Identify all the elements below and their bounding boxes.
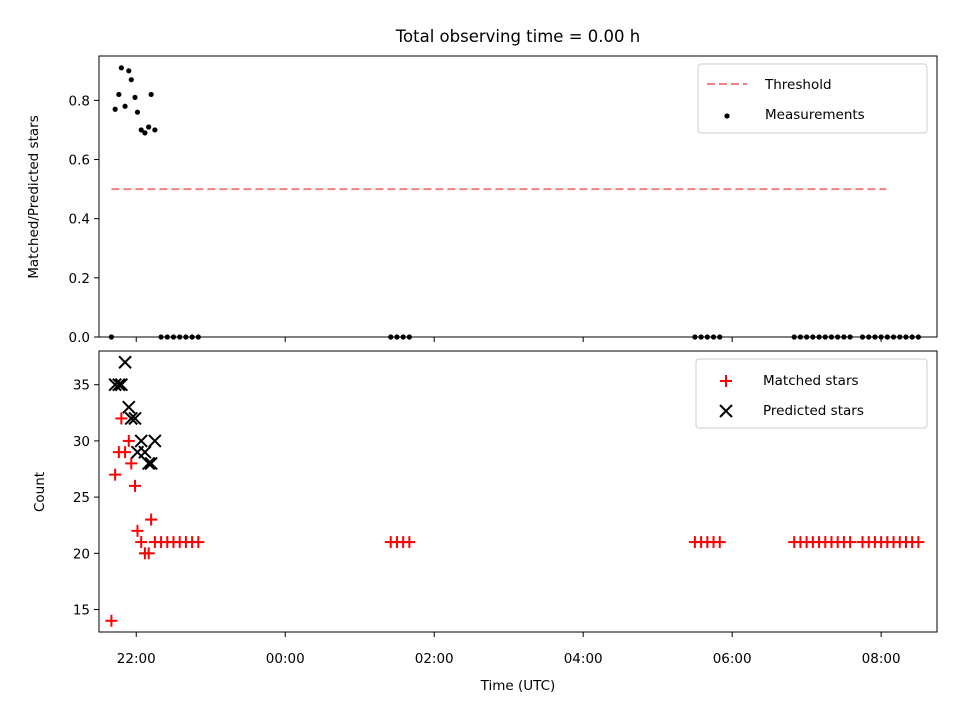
matched-point-8: [131, 524, 144, 537]
measurement-point-10: [142, 130, 148, 136]
legend-predicted-swatch: [719, 404, 733, 418]
top-legend: Threshold Measurements: [697, 63, 928, 134]
predicted-point-10: [141, 456, 156, 471]
predicted-point-8: [134, 434, 148, 448]
matched-point-20: [192, 536, 205, 549]
matched-point-29: [713, 536, 726, 549]
bottom-legend: Matched stars Predicted stars: [695, 358, 928, 429]
legend-matched-label: Matched stars: [763, 373, 859, 389]
bottom-y-axis-label: Count: [32, 472, 48, 512]
x-tick-label-3: 04:00: [564, 651, 603, 667]
x-tick-label-2: 02:00: [415, 651, 454, 667]
top-y-axis-label: Matched/Predicted stars: [26, 115, 42, 278]
predicted-point-2: [114, 378, 129, 392]
legend-matched-swatch: [720, 375, 732, 387]
x-tick-label-5: 08:00: [862, 651, 901, 667]
top-y-tick-label-0: 0.0: [69, 330, 90, 346]
top-chart-title: Total observing time = 0.00 h: [395, 27, 640, 46]
matched-point-11: [142, 547, 155, 560]
bottom-y-tick-label-3: 30: [73, 434, 90, 450]
top-axes-frame: [98, 55, 938, 338]
predicted-point-0: [108, 378, 122, 392]
measurement-point-13: [152, 127, 158, 133]
matched-point-4: [119, 446, 132, 459]
bottom-axes-frame: [98, 350, 938, 633]
matched-point-12: [145, 513, 158, 526]
legend-measurements-swatch: [724, 113, 730, 119]
bottom-y-tick-label-2: 25: [73, 490, 90, 506]
matched-point-5: [122, 434, 135, 447]
top-y-tick-label-2: 0.4: [69, 212, 90, 228]
measurement-point-1: [112, 106, 118, 112]
predicted-point-11: [144, 456, 158, 471]
matched-point-1: [109, 468, 122, 481]
measurement-point-12: [148, 91, 154, 98]
bottom-y-tick-label-1: 20: [73, 546, 90, 562]
bottom-y-tick-label-4: 35: [73, 378, 90, 394]
matched-point-24: [403, 536, 416, 549]
legend-measurements-label: Measurements: [765, 107, 865, 123]
legend-threshold-label: Threshold: [764, 77, 832, 93]
matched-point-49: [912, 536, 925, 549]
top-y-tick-label-3: 0.6: [69, 153, 90, 169]
measurement-point-11: [146, 124, 152, 130]
predicted-point-9: [138, 445, 152, 459]
matched-point-9: [135, 536, 148, 549]
x-tick-label-0: 22:00: [117, 651, 156, 667]
bottom-x-axis-label: Time (UTC): [480, 678, 556, 694]
matched-point-0: [105, 614, 118, 627]
x-tick-label-4: 06:00: [713, 651, 752, 667]
measurement-point-7: [132, 94, 138, 101]
matched-point-39: [844, 536, 857, 549]
measurement-point-2: [116, 91, 122, 98]
predicted-point-5: [124, 411, 138, 426]
predicted-point-4: [122, 400, 136, 414]
top-y-tick-label-1: 0.2: [69, 271, 90, 287]
predicted-point-12: [148, 434, 162, 448]
measurement-point-6: [128, 77, 134, 83]
predicted-point-1: [112, 378, 126, 392]
top-y-tick-label-4: 0.8: [69, 93, 90, 109]
x-tick-label-1: 00:00: [266, 651, 305, 667]
bottom-y-tick-label-0: 15: [73, 603, 90, 619]
measurement-point-9: [138, 127, 144, 133]
predicted-point-3: [118, 355, 132, 369]
matched-point-3: [115, 412, 128, 425]
measurement-point-5: [126, 68, 132, 74]
legend-predicted-label: Predicted stars: [763, 403, 864, 419]
bottom-plot-area: [105, 355, 925, 627]
measurement-point-4: [122, 103, 128, 109]
bottom-legend-box: [695, 358, 928, 429]
measurement-point-3: [118, 65, 124, 71]
matched-point-7: [129, 479, 142, 492]
predicted-point-6: [128, 411, 142, 426]
measurement-point-8: [134, 109, 141, 115]
matched-point-6: [125, 457, 138, 470]
top-legend-box: [697, 63, 928, 134]
